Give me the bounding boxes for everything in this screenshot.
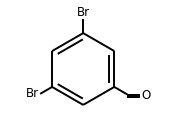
Text: O: O <box>141 89 151 102</box>
Text: Br: Br <box>77 6 90 19</box>
Text: Br: Br <box>26 87 40 100</box>
